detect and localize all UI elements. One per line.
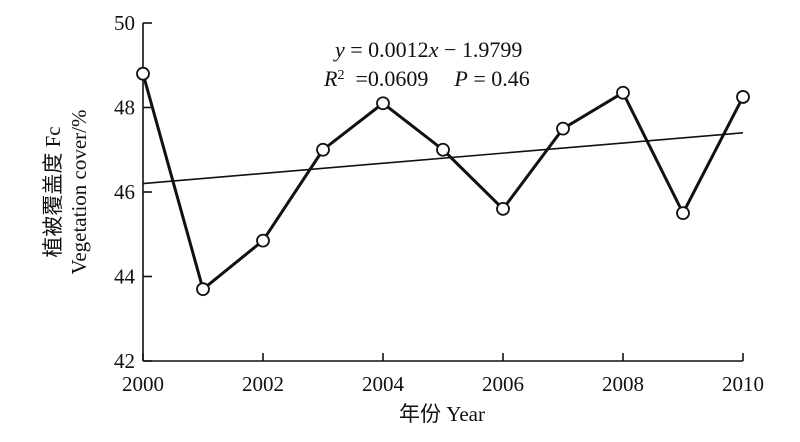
x-tick-label: 2010 [722,372,764,396]
series-line [141,73,745,291]
data-point [256,233,270,248]
regression-x-symbol: x [428,37,439,62]
x-axis-ticks: 2000 2002 2004 2006 2008 2010 [122,353,764,396]
regression-stats: R2 =0.0609 P = 0.46 [323,66,530,91]
data-point [436,142,450,157]
y-tick-label: 50 [114,11,135,35]
data-point [196,282,210,297]
trend-line [142,132,744,185]
x-axis-title: 年份 Year [399,402,485,426]
regression-intercept: − 1.9799 [438,37,522,62]
regression-y-symbol: y [333,37,345,62]
y-axis-title-en: Vegetation cover/% [67,109,91,274]
data-point [556,121,570,136]
data-point [676,206,690,221]
y-tick-label: 46 [114,180,135,204]
r-squared-value: =0.0609 [344,66,428,91]
x-tick-label: 2004 [362,372,405,396]
r-squared-symbol: R [323,66,338,91]
r-squared-exponent: 2 [337,68,344,83]
data-point [136,66,150,81]
data-point [376,96,390,111]
regression-slope: = 0.0012 [345,37,429,62]
p-symbol: P [453,66,467,91]
data-point [736,90,750,104]
regression-equation: y = 0.0012x − 1.9799 [333,37,522,62]
p-value: = 0.46 [468,66,530,91]
data-point [616,85,630,100]
data-markers [136,66,750,297]
y-axis-ticks: 42 44 46 48 50 [114,11,152,373]
x-tick-label: 2006 [482,372,524,396]
x-tick-label: 2000 [122,372,164,396]
x-tick-label: 2008 [602,372,644,396]
data-point [496,201,510,216]
y-tick-label: 42 [114,349,135,373]
y-tick-label: 48 [114,96,135,120]
x-tick-label: 2002 [242,372,284,396]
y-tick-label: 44 [114,265,136,289]
y-axis-title-cn: 植被覆盖度 Fc [41,126,65,257]
data-point [316,142,330,157]
